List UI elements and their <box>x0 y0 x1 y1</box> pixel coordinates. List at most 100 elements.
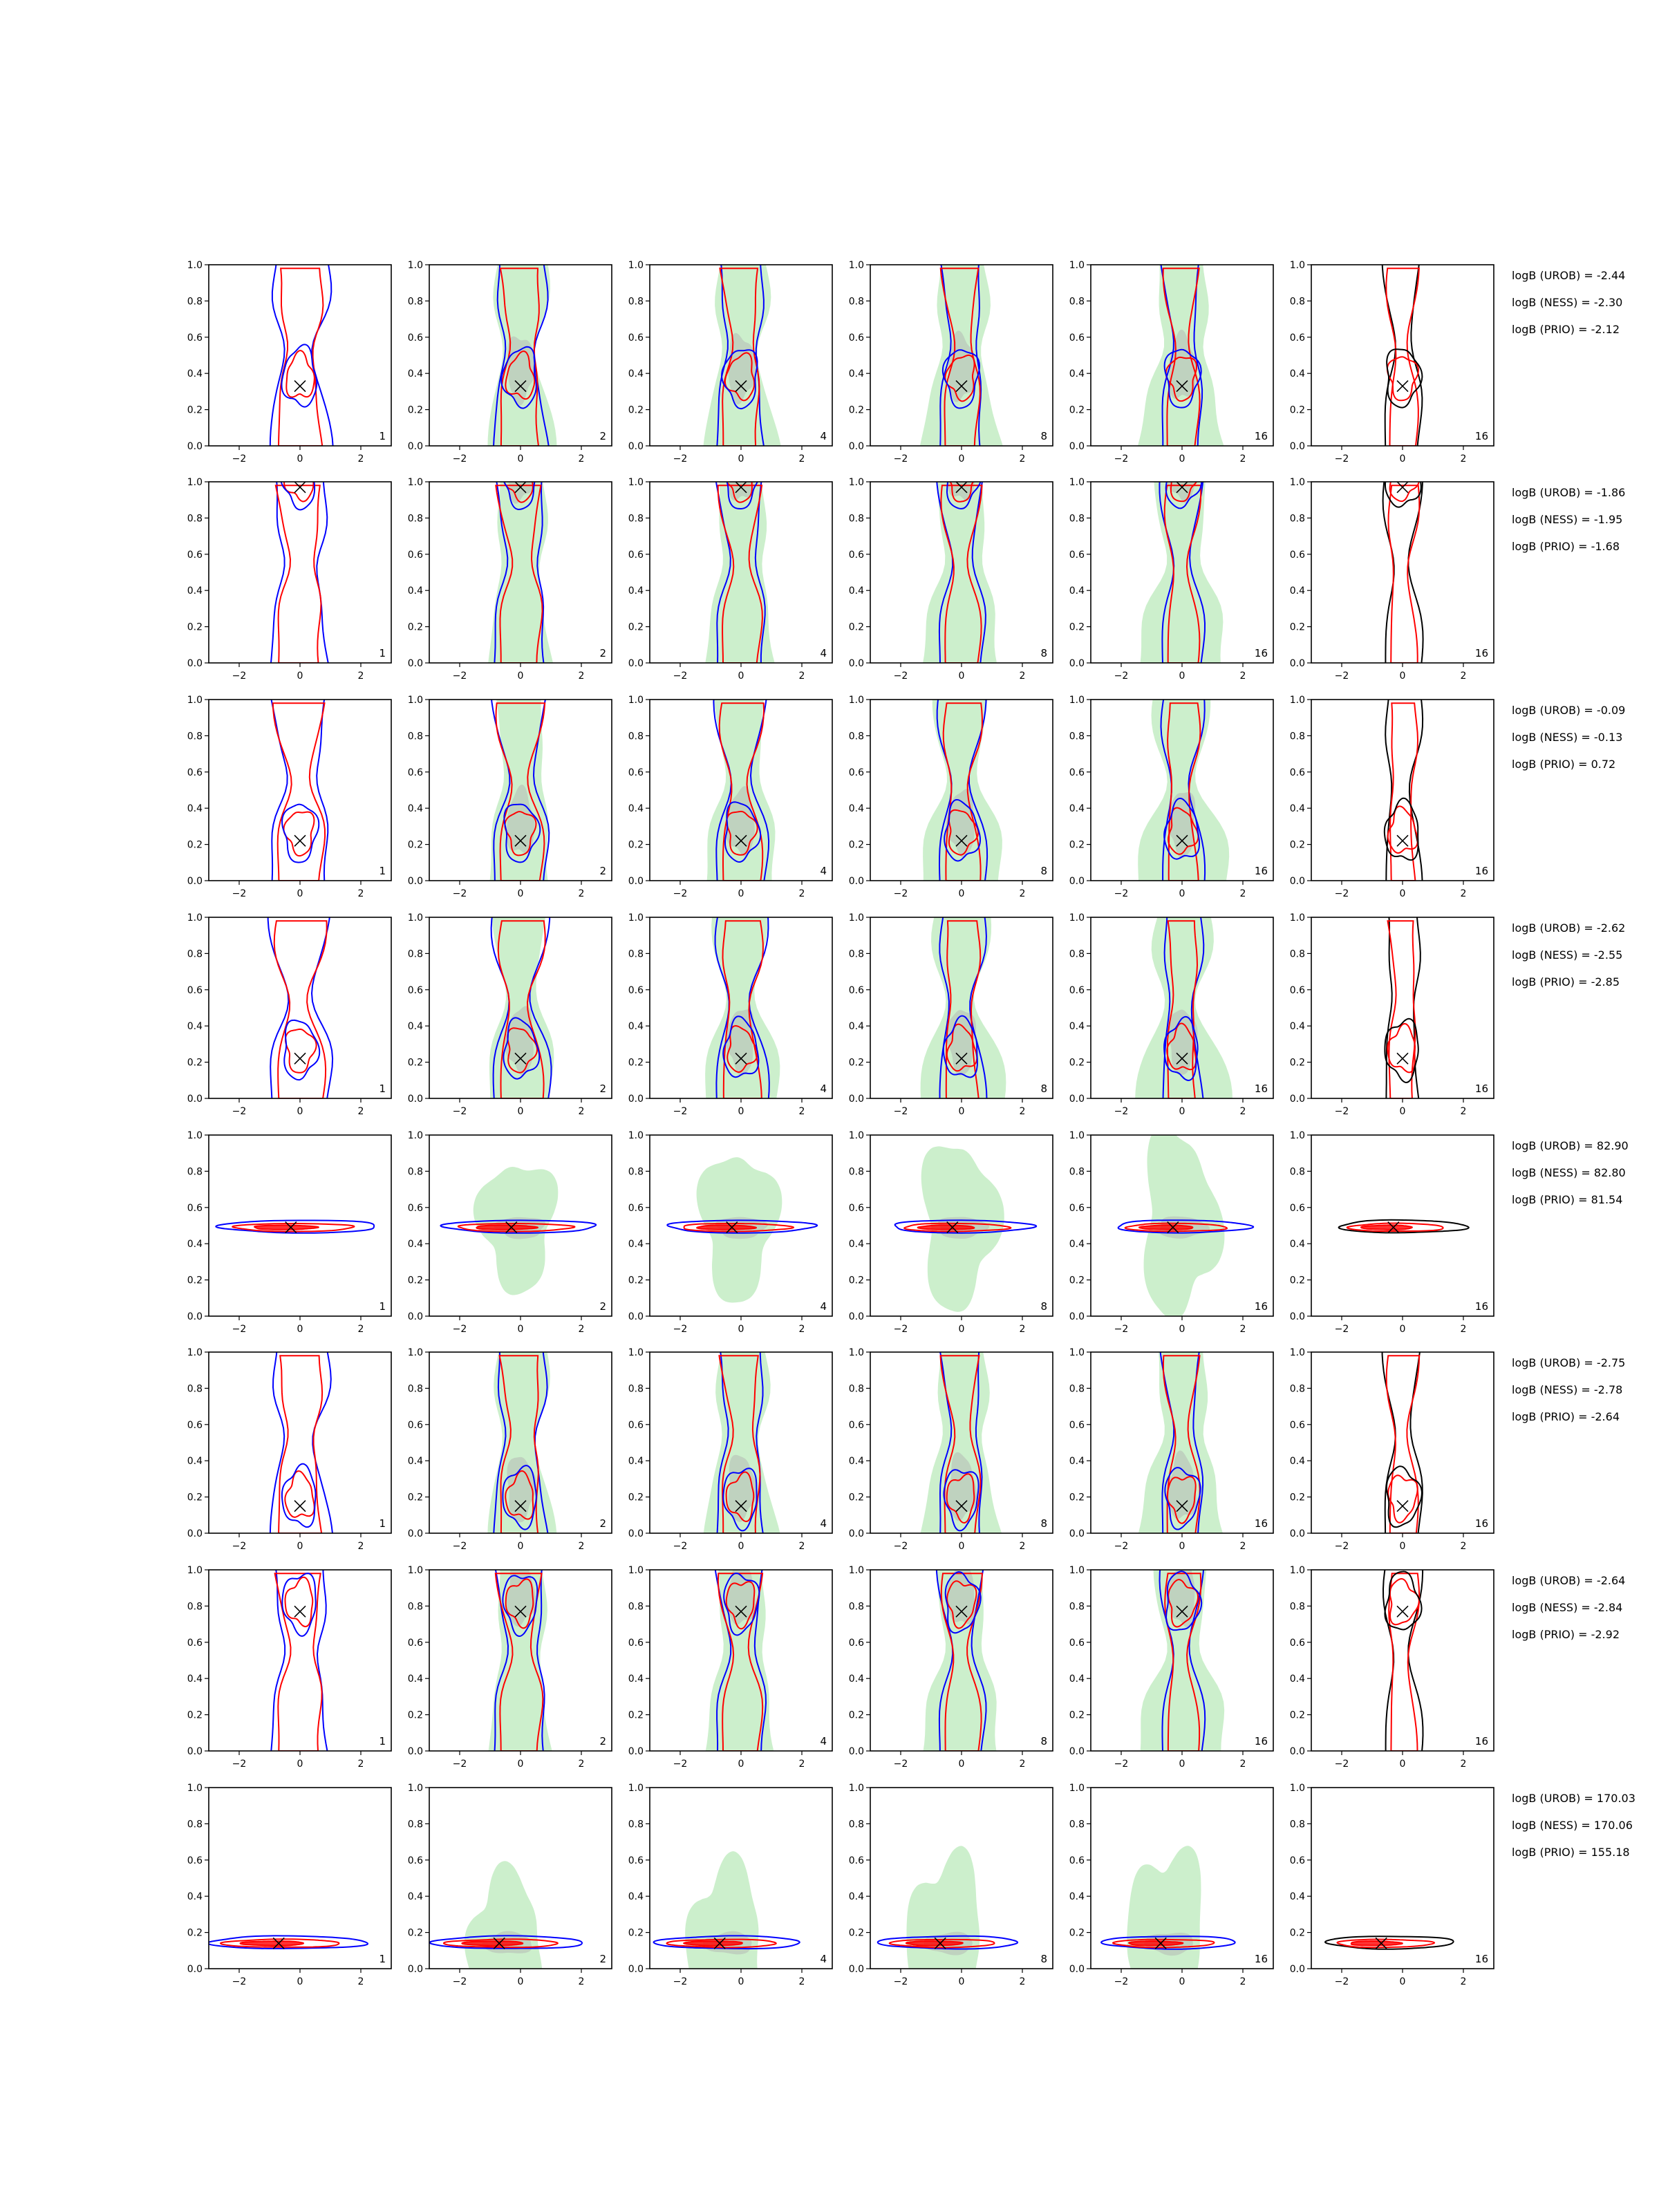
y-tick-label: 0.0 <box>1290 1311 1305 1322</box>
panel-r5-c3: −2 0 2 0.0 0.2 0.4 0.6 0.8 1.0 4 <box>628 1130 833 1335</box>
x-tick-label: 2 <box>1020 888 1026 899</box>
y-tick-label: 0.4 <box>1290 1021 1305 1032</box>
true-value-marker <box>1167 1221 1179 1234</box>
panel-r5-c1: −2 0 2 0.0 0.2 0.4 0.6 0.8 1.0 1 <box>187 1130 392 1335</box>
y-tick-label: 0.8 <box>849 1819 864 1830</box>
y-tick-label: 0.8 <box>628 1166 644 1177</box>
panel-corner-label: 1 <box>379 1082 386 1095</box>
true-value-marker <box>1154 1937 1167 1949</box>
red-contour <box>939 268 981 446</box>
panel-corner-label: 1 <box>379 1735 386 1747</box>
outer-contour <box>653 1935 800 1950</box>
outer-contour <box>1117 1219 1255 1234</box>
axes-frame <box>1311 699 1494 881</box>
y-tick-label: 0.0 <box>187 1528 203 1539</box>
y-tick-label: 0.6 <box>187 985 203 996</box>
red-inner-contour <box>1389 1578 1420 1626</box>
x-tick-label: 0 <box>738 1541 744 1552</box>
y-tick-label: 0.8 <box>849 1166 864 1177</box>
gray-density <box>726 786 755 856</box>
y-tick-label: 0.4 <box>1290 585 1305 597</box>
x-tick-label: 0 <box>518 888 524 899</box>
y-tick-label: 1.0 <box>1069 1130 1085 1141</box>
y-tick-label: 1.0 <box>849 912 864 924</box>
x-tick-label: 0 <box>297 1759 303 1770</box>
y-tick-label: 0.8 <box>849 948 864 959</box>
y-tick-label: 0.8 <box>1069 1383 1085 1394</box>
x-tick-label: 0 <box>518 1324 524 1335</box>
panel-corner-label: 1 <box>379 1517 386 1530</box>
y-tick-label: 0.2 <box>849 1710 864 1721</box>
logb-annotation: logB (PRIO) = 0.72 <box>1512 758 1615 771</box>
contour-layer <box>923 482 997 663</box>
contour-layer <box>489 700 550 881</box>
inner-contour <box>1385 1465 1423 1528</box>
x-tick-label: −2 <box>453 1976 467 1987</box>
y-tick-label: 0.8 <box>408 948 423 959</box>
true-value-marker <box>1176 379 1188 393</box>
y-tick-label: 1.0 <box>187 912 203 924</box>
outer-contour <box>1159 482 1206 663</box>
outer-contour <box>494 1570 545 1751</box>
panel-r1-c6: −2 0 2 0.0 0.2 0.4 0.6 0.8 1.0 16 <box>1290 260 1494 465</box>
outer-contour <box>894 1219 1038 1234</box>
y-tick-label: 0.6 <box>1290 767 1305 778</box>
y-tick-label: 1.0 <box>849 1347 864 1358</box>
y-tick-label: 0.2 <box>1290 1928 1305 1939</box>
y-tick-label: 1.0 <box>187 1783 203 1794</box>
green-density <box>923 700 1002 881</box>
axes-frame <box>1311 917 1494 1099</box>
panel-r4-c1: −2 0 2 0.0 0.2 0.4 0.6 0.8 1.0 1 <box>187 912 392 1117</box>
contour-layer <box>705 917 780 1098</box>
panel-r6-c3: −2 0 2 0.0 0.2 0.4 0.6 0.8 1.0 4 <box>628 1347 833 1552</box>
x-tick-label: −2 <box>232 1976 247 1987</box>
outer-contour <box>215 1219 375 1234</box>
x-tick-label: 0 <box>959 1759 965 1770</box>
y-tick-label: 0.6 <box>1290 1420 1305 1431</box>
panel-corner-label: 16 <box>1255 1300 1268 1313</box>
inner-contour <box>1163 798 1201 860</box>
red-contour <box>683 1222 795 1232</box>
x-tick-label: −2 <box>673 1106 688 1117</box>
y-tick-label: 0.0 <box>849 1094 864 1105</box>
logb-annotation: logB (UROB) = 170.03 <box>1512 1792 1635 1805</box>
x-tick-label: 0 <box>1400 671 1406 682</box>
y-tick-label: 0.2 <box>628 622 644 633</box>
y-tick-label: 0.0 <box>1290 441 1305 452</box>
x-tick-label: 0 <box>738 453 744 465</box>
y-tick-label: 0.4 <box>187 1674 203 1685</box>
y-tick-label: 0.0 <box>1069 876 1085 887</box>
y-tick-label: 0.8 <box>628 948 644 959</box>
outer-contour <box>1160 265 1203 446</box>
gray-density <box>728 332 756 405</box>
x-tick-label: 2 <box>1461 888 1467 899</box>
red-inner-contour <box>725 1581 756 1630</box>
y-tick-label: 0.0 <box>628 1311 644 1322</box>
y-tick-label: 1.0 <box>1069 912 1085 924</box>
x-tick-label: −2 <box>673 1759 688 1770</box>
panel-r4-c6: −2 0 2 0.0 0.2 0.4 0.6 0.8 1.0 16 <box>1290 912 1494 1117</box>
y-tick-label: 0.0 <box>408 876 423 887</box>
logb-annotation: logB (PRIO) = -2.85 <box>1512 975 1620 988</box>
y-tick-label: 0.6 <box>849 550 864 561</box>
x-tick-label: 2 <box>799 1976 805 1987</box>
panel-corner-label: 8 <box>1040 1517 1047 1530</box>
y-tick-label: 0.4 <box>408 1021 423 1032</box>
outer-contour <box>936 482 986 663</box>
y-tick-label: 1.0 <box>628 1565 644 1576</box>
x-tick-label: 0 <box>518 1759 524 1770</box>
y-tick-label: 0.8 <box>408 296 423 307</box>
red-inner-contour <box>1350 1940 1403 1947</box>
true-value-marker <box>726 1221 738 1234</box>
red-inner-contour <box>726 482 753 503</box>
y-tick-label: 0.4 <box>628 585 644 597</box>
y-tick-label: 0.6 <box>849 1420 864 1431</box>
y-tick-label: 1.0 <box>408 1347 423 1358</box>
red-inner-contour <box>1166 1022 1197 1071</box>
y-tick-label: 0.0 <box>408 1311 423 1322</box>
logb-annotation: logB (PRIO) = 155.18 <box>1512 1846 1630 1859</box>
y-tick-label: 0.6 <box>1290 1638 1305 1649</box>
x-tick-label: −2 <box>894 1324 908 1335</box>
contour-layer <box>920 1352 1002 1533</box>
inner-contour <box>1163 1015 1199 1082</box>
